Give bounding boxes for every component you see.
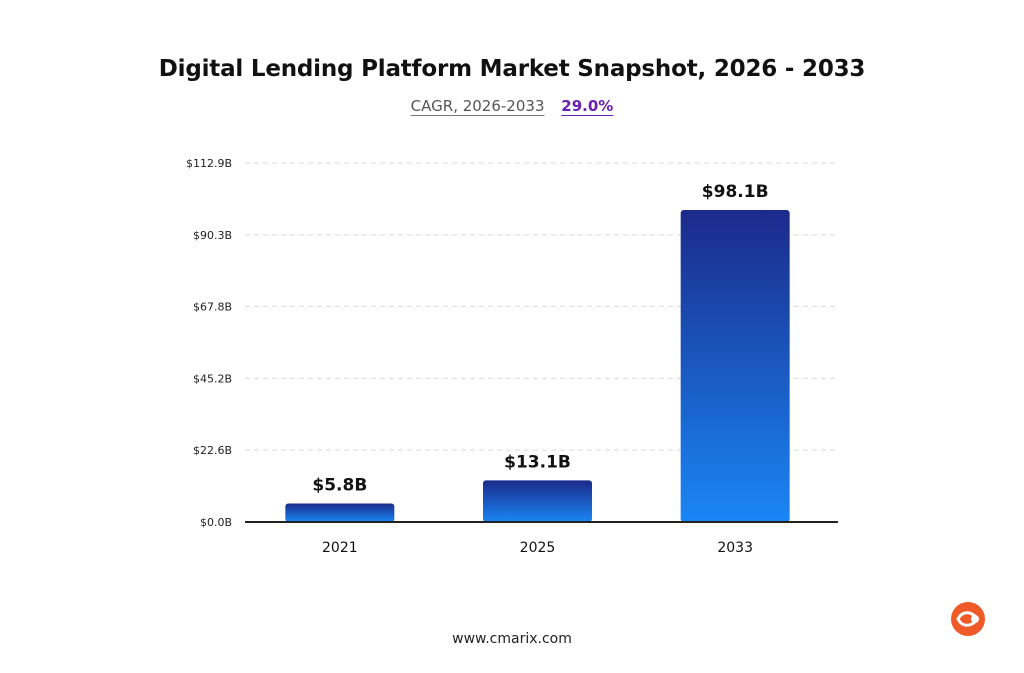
y-tick-label: $67.8B	[193, 300, 232, 313]
value-label-2021: $5.8B	[312, 476, 367, 496]
value-labels: $5.8B $13.1B $98.1B	[312, 182, 768, 495]
bars	[285, 210, 790, 523]
value-label-2025: $13.1B	[504, 452, 571, 472]
y-tick-label: $22.6B	[193, 444, 232, 457]
x-tick-label-2033: 2033	[717, 540, 753, 556]
footer-url: www.cmarix.com	[452, 631, 572, 647]
value-label-2033: $98.1B	[702, 182, 769, 202]
y-tick-label: $90.3B	[193, 229, 232, 242]
y-tick-label: $0.0B	[200, 516, 232, 529]
cagr-label: CAGR, 2026-2033	[410, 97, 545, 115]
bar-2021	[285, 503, 395, 522]
cagr-value: 29.0%	[561, 97, 614, 115]
y-tick-label: $112.9B	[186, 157, 232, 170]
x-tick-label-2021: 2021	[322, 540, 358, 556]
x-tick-label-2025: 2025	[520, 540, 556, 556]
y-axis-ticks: $0.0B $22.6B $45.2B $67.8B $90.3B $112.9B	[186, 157, 232, 529]
chart-title: Digital Lending Platform Market Snapshot…	[158, 56, 866, 82]
y-tick-label: $45.2B	[193, 372, 232, 385]
x-axis-ticks: 2021 2025 2033	[322, 540, 753, 556]
bar-2025	[483, 480, 592, 522]
bar-2033	[680, 210, 790, 523]
cagr-row: CAGR, 2026-2033 29.0%	[0, 97, 1024, 115]
cmarix-logo-icon	[951, 602, 985, 636]
